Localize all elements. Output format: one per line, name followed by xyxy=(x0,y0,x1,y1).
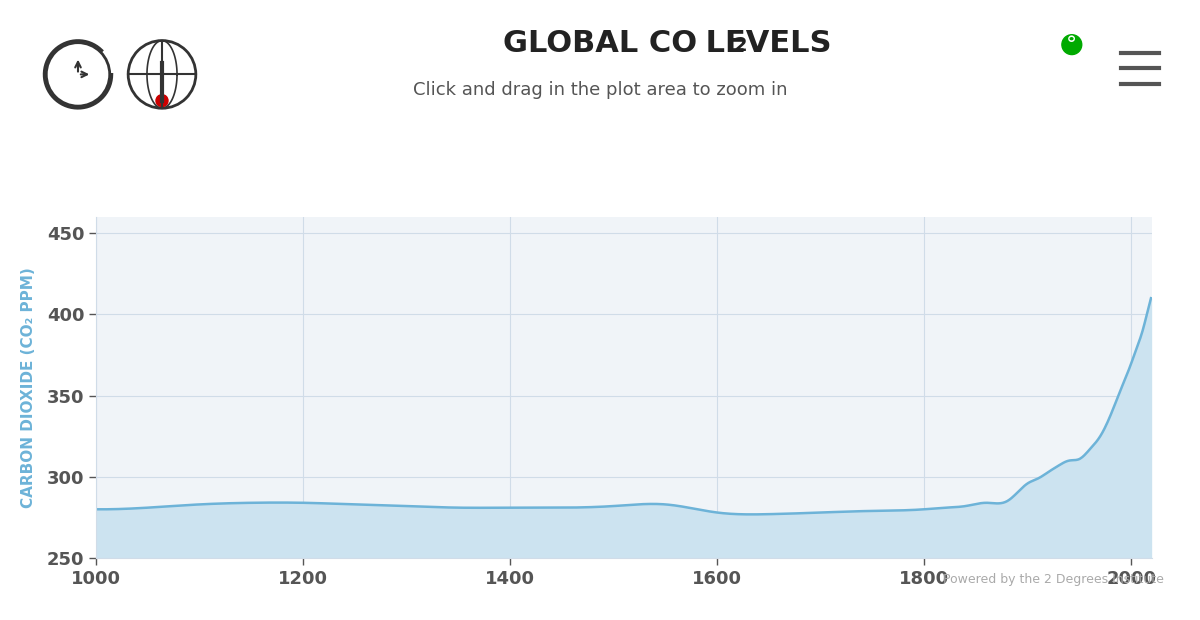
Circle shape xyxy=(156,95,168,107)
Circle shape xyxy=(1062,35,1081,55)
Text: INSTITUTE: INSTITUTE xyxy=(1021,109,1079,119)
Text: °: ° xyxy=(1067,35,1078,55)
Text: GLOBAL CO: GLOBAL CO xyxy=(503,29,697,58)
Text: 2: 2 xyxy=(733,36,748,55)
Y-axis label: CARBON DIOXIDE (CO₂ PPM): CARBON DIOXIDE (CO₂ PPM) xyxy=(20,267,36,508)
Text: LEVELS: LEVELS xyxy=(695,29,832,58)
Text: Powered by the 2 Degrees Institute: Powered by the 2 Degrees Institute xyxy=(943,574,1164,586)
Text: Click and drag in the plot area to zoom in: Click and drag in the plot area to zoom … xyxy=(413,81,787,99)
Text: 2: 2 xyxy=(1016,52,1055,107)
